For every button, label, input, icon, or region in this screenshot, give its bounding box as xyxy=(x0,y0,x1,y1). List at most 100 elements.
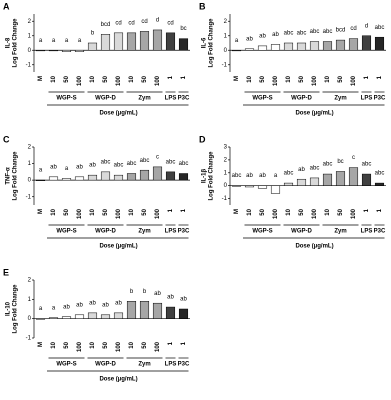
significance-label: abc xyxy=(284,171,294,177)
bar xyxy=(100,314,111,319)
y-axis-label: Log Fold Change xyxy=(209,18,215,68)
bar xyxy=(113,32,124,51)
group-label: WGP-D xyxy=(95,96,116,102)
x-tick-label: 10 xyxy=(129,208,135,215)
bar xyxy=(126,173,137,181)
x-tick-label: 100 xyxy=(155,341,161,352)
x-tick-label: 50 xyxy=(142,75,148,82)
x-axis-label: Dose (µg/mL) xyxy=(99,111,137,117)
x-tick-label: 10 xyxy=(129,75,135,82)
x-tick-label: 10 xyxy=(51,208,57,215)
bar xyxy=(74,50,85,52)
significance-label: b xyxy=(91,31,95,37)
significance-label: a xyxy=(65,38,69,44)
bar xyxy=(322,173,333,186)
significance-label: ab xyxy=(298,167,305,173)
significance-label: bc xyxy=(337,159,343,165)
significance-label: a xyxy=(78,38,82,44)
significance-label: abc xyxy=(284,31,294,37)
bar xyxy=(374,36,385,51)
x-tick-label: 100 xyxy=(351,208,357,219)
y-tick-label: 0 xyxy=(28,48,32,54)
x-tick-label: 100 xyxy=(155,75,161,86)
bar xyxy=(100,171,111,181)
x-tick-label: 50 xyxy=(64,75,70,82)
y-tick-label: 1 xyxy=(224,33,228,39)
significance-label: ab xyxy=(102,302,109,308)
bar xyxy=(231,185,242,187)
bar xyxy=(257,45,268,51)
significance-label: ab xyxy=(246,173,253,179)
significance-label: abc xyxy=(166,159,176,165)
bar xyxy=(270,44,281,51)
group-label: P3C xyxy=(178,229,190,235)
group-label: WGP-S xyxy=(56,362,76,368)
x-tick-label: 10 xyxy=(325,208,331,215)
x-tick-label: 100 xyxy=(351,75,357,86)
y-tick-label: 0 xyxy=(224,183,228,189)
y-axis-label: IL-8 xyxy=(6,37,12,48)
significance-label: ab xyxy=(89,300,96,306)
y-axis-label: IL-6 xyxy=(202,37,208,48)
group-label: WGP-S xyxy=(252,96,272,102)
bar xyxy=(139,169,150,181)
x-tick-label: 50 xyxy=(64,208,70,215)
x-axis-label: Dose (µg/mL) xyxy=(99,244,137,250)
significance-label: a xyxy=(274,173,278,179)
x-tick-label: 100 xyxy=(77,75,83,86)
x-tick-label: 50 xyxy=(299,208,305,215)
panel: B IL-6 Log Fold Change -1 0 1 2 a Mab 10 ab 50 ab 100… xyxy=(199,1,386,116)
x-tick-label: 10 xyxy=(51,75,57,82)
x-tick-label: 1 xyxy=(364,208,370,212)
x-tick-label: 1 xyxy=(181,341,187,345)
significance-label: ab xyxy=(63,304,70,310)
significance-label: abc xyxy=(310,166,320,172)
x-tick-label: 1 xyxy=(168,208,174,212)
bar xyxy=(139,31,150,51)
bar xyxy=(126,32,137,51)
panel-letter: A xyxy=(3,1,10,11)
panel-letter: B xyxy=(199,1,206,11)
y-tick-label: 0 xyxy=(28,178,32,184)
x-tick-label: 100 xyxy=(116,208,122,219)
group-label: P3C xyxy=(374,96,386,102)
significance-label: ab xyxy=(180,297,187,303)
significance-label: abc xyxy=(362,162,372,168)
bar xyxy=(74,314,85,319)
y-tick-label: 1 xyxy=(28,33,32,39)
bar xyxy=(87,174,98,181)
y-tick-label: 1 xyxy=(28,297,32,303)
group-label: LPS xyxy=(165,362,177,368)
bar xyxy=(48,317,59,319)
bar xyxy=(178,38,189,51)
x-tick-label: 100 xyxy=(312,208,318,219)
y-tick-label: -1 xyxy=(26,62,32,68)
y-axis-label: IL-10 xyxy=(6,301,12,316)
x-tick-label: 50 xyxy=(338,75,344,82)
x-tick-label: 10 xyxy=(90,75,96,82)
group-label: P3C xyxy=(178,362,190,368)
significance-label: abc xyxy=(310,29,320,35)
y-tick-label: 3 xyxy=(224,145,228,151)
bar xyxy=(165,171,176,181)
significance-label: abc xyxy=(114,163,124,169)
significance-label: a xyxy=(65,166,69,172)
significance-label: cd xyxy=(128,20,134,26)
x-tick-label: 10 xyxy=(247,208,253,215)
significance-label: abc xyxy=(127,161,137,167)
bar xyxy=(61,316,72,319)
bar xyxy=(178,173,189,181)
bar xyxy=(348,38,359,51)
bar xyxy=(322,41,333,51)
significance-label: a xyxy=(39,168,43,174)
bar xyxy=(61,50,72,52)
significance-label: ab xyxy=(115,300,122,306)
bar xyxy=(283,182,294,186)
bar xyxy=(139,301,150,319)
x-tick-label: 1 xyxy=(364,75,370,79)
y-tick-label: 0 xyxy=(28,316,32,322)
x-tick-label: 50 xyxy=(103,341,109,348)
significance-label: abc xyxy=(323,162,333,168)
significance-label: abc xyxy=(297,31,307,37)
